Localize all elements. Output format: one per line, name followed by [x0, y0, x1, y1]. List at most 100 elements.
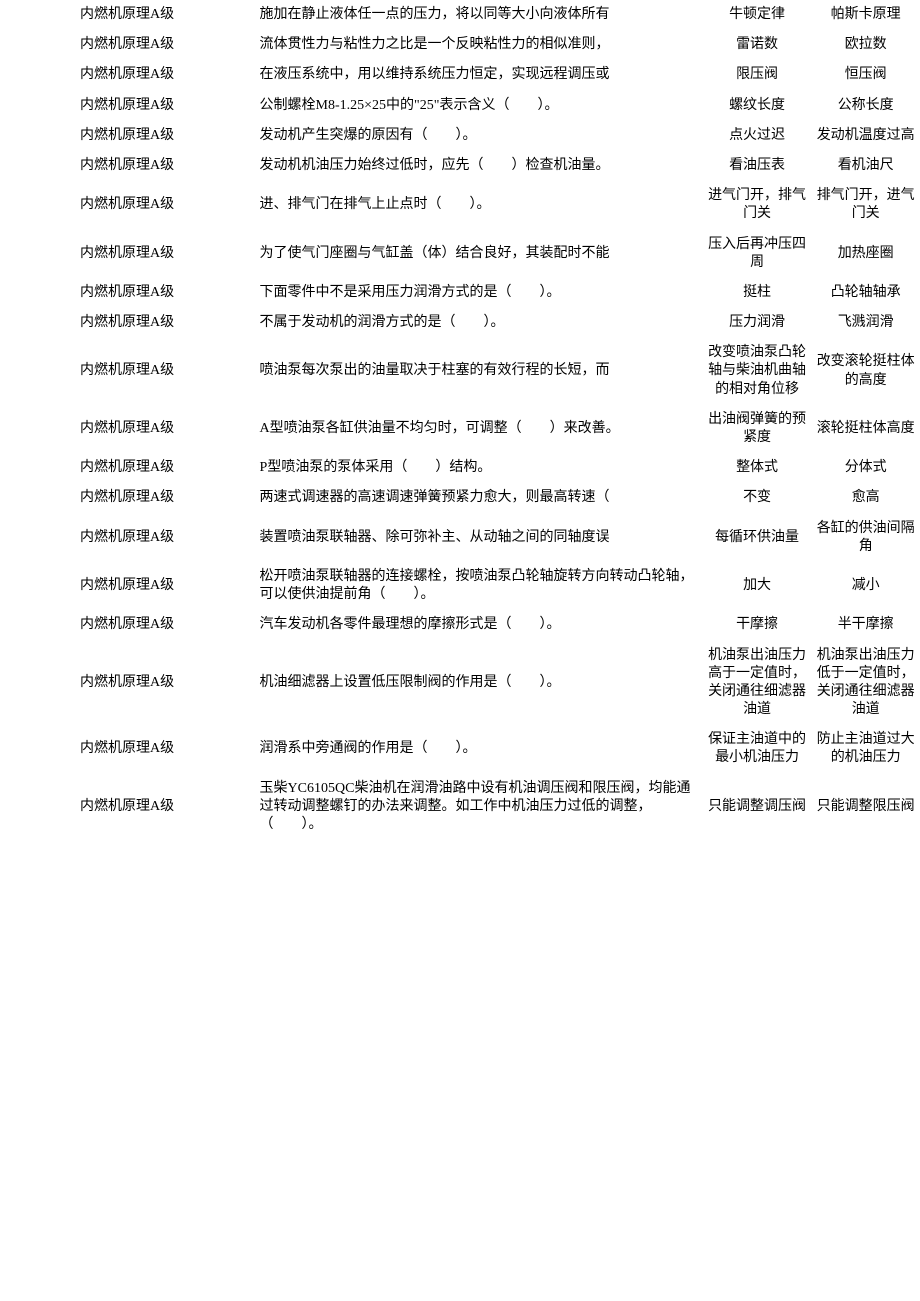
question-cell: A型喷油泵各缸供油量不均匀时，可调整（ ）来改善。: [256, 405, 703, 453]
option-b-cell: 帕斯卡原理: [811, 0, 920, 30]
table-row: 内燃机原理A级进、排气门在排气上止点时（ ）。进气门开，排气门关排气门开，进气门…: [0, 181, 920, 229]
option-a-cell: 压力润滑: [703, 308, 812, 338]
table-row: 内燃机原理A级机油细滤器上设置低压限制阀的作用是（ ）。机油泵出油压力高于一定值…: [0, 641, 920, 726]
option-b-cell: 加热座圈: [811, 230, 920, 278]
option-b-cell: 分体式: [811, 453, 920, 483]
table-row: 内燃机原理A级喷油泵每次泵出的油量取决于柱塞的有效行程的长短，而改变喷油泵凸轮轴…: [0, 338, 920, 405]
question-cell: 喷油泵每次泵出的油量取决于柱塞的有效行程的长短，而: [256, 338, 703, 405]
question-table: 内燃机原理A级施加在静止液体任一点的压力，将以同等大小向液体所有牛顿定律帕斯卡原…: [0, 0, 920, 840]
table-row: 内燃机原理A级装置喷油泵联轴器、除可弥补主、从动轴之间的同轴度误每循环供油量各缸…: [0, 514, 920, 562]
option-a-cell: 限压阀: [703, 60, 812, 90]
question-cell: P型喷油泵的泵体采用（ ）结构。: [256, 453, 703, 483]
option-b-cell: 减小: [811, 562, 920, 610]
table-row: 内燃机原理A级下面零件中不是采用压力润滑方式的是（ ）。挺柱凸轮轴轴承: [0, 278, 920, 308]
option-a-cell: 干摩擦: [703, 610, 812, 640]
option-b-cell: 防止主油道过大的机油压力: [811, 725, 920, 773]
option-b-cell: 发动机温度过高: [811, 121, 920, 151]
question-cell: 发动机产生突爆的原因有（ ）。: [256, 121, 703, 151]
option-b-cell: 看机油尺: [811, 151, 920, 181]
question-cell: 两速式调速器的高速调速弹簧预紧力愈大，则最高转速（: [256, 483, 703, 513]
option-a-cell: 点火过迟: [703, 121, 812, 151]
table-row: 内燃机原理A级为了使气门座圈与气缸盖（体）结合良好，其装配时不能压入后再冲压四周…: [0, 230, 920, 278]
category-cell: 内燃机原理A级: [0, 308, 256, 338]
option-a-cell: 整体式: [703, 453, 812, 483]
option-b-cell: 只能调整限压阀: [811, 774, 920, 841]
option-a-cell: 每循环供油量: [703, 514, 812, 562]
category-cell: 内燃机原理A级: [0, 610, 256, 640]
option-a-cell: 进气门开，排气门关: [703, 181, 812, 229]
option-b-cell: 愈高: [811, 483, 920, 513]
category-cell: 内燃机原理A级: [0, 405, 256, 453]
option-b-cell: 各缸的供油间隔角: [811, 514, 920, 562]
option-a-cell: 保证主油道中的最小机油压力: [703, 725, 812, 773]
question-cell: 施加在静止液体任一点的压力，将以同等大小向液体所有: [256, 0, 703, 30]
question-cell: 下面零件中不是采用压力润滑方式的是（ ）。: [256, 278, 703, 308]
option-b-cell: 滚轮挺柱体高度: [811, 405, 920, 453]
category-cell: 内燃机原理A级: [0, 91, 256, 121]
table-row: 内燃机原理A级汽车发动机各零件最理想的摩擦形式是（ ）。干摩擦半干摩擦: [0, 610, 920, 640]
option-a-cell: 只能调整调压阀: [703, 774, 812, 841]
question-cell: 机油细滤器上设置低压限制阀的作用是（ ）。: [256, 641, 703, 726]
option-a-cell: 出油阀弹簧的预紧度: [703, 405, 812, 453]
question-cell: 为了使气门座圈与气缸盖（体）结合良好，其装配时不能: [256, 230, 703, 278]
category-cell: 内燃机原理A级: [0, 514, 256, 562]
question-cell: 玉柴YC6105QC柴油机在润滑油路中设有机油调压阀和限压阀，均能通过转动调整螺…: [256, 774, 703, 841]
option-b-cell: 半干摩擦: [811, 610, 920, 640]
category-cell: 内燃机原理A级: [0, 725, 256, 773]
table-row: 内燃机原理A级流体贯性力与粘性力之比是一个反映粘性力的相似准则，雷诺数欧拉数: [0, 30, 920, 60]
option-a-cell: 压入后再冲压四周: [703, 230, 812, 278]
option-a-cell: 机油泵出油压力高于一定值时，关闭通往细滤器油道: [703, 641, 812, 726]
option-a-cell: 牛顿定律: [703, 0, 812, 30]
table-row: 内燃机原理A级松开喷油泵联轴器的连接螺栓，按喷油泵凸轮轴旋转方向转动凸轮轴，可以…: [0, 562, 920, 610]
option-a-cell: 挺柱: [703, 278, 812, 308]
table-body: 内燃机原理A级施加在静止液体任一点的压力，将以同等大小向液体所有牛顿定律帕斯卡原…: [0, 0, 920, 840]
category-cell: 内燃机原理A级: [0, 278, 256, 308]
table-row: 内燃机原理A级润滑系中旁通阀的作用是（ ）。保证主油道中的最小机油压力防止主油道…: [0, 725, 920, 773]
table-row: 内燃机原理A级发动机机油压力始终过低时，应先（ ）检查机油量。看油压表看机油尺: [0, 151, 920, 181]
question-cell: 不属于发动机的润滑方式的是（ ）。: [256, 308, 703, 338]
category-cell: 内燃机原理A级: [0, 0, 256, 30]
option-b-cell: 公称长度: [811, 91, 920, 121]
category-cell: 内燃机原理A级: [0, 121, 256, 151]
category-cell: 内燃机原理A级: [0, 483, 256, 513]
table-row: 内燃机原理A级A型喷油泵各缸供油量不均匀时，可调整（ ）来改善。出油阀弹簧的预紧…: [0, 405, 920, 453]
option-a-cell: 看油压表: [703, 151, 812, 181]
table-row: 内燃机原理A级施加在静止液体任一点的压力，将以同等大小向液体所有牛顿定律帕斯卡原…: [0, 0, 920, 30]
category-cell: 内燃机原理A级: [0, 562, 256, 610]
option-a-cell: 加大: [703, 562, 812, 610]
question-cell: 公制螺栓M8-1.25×25中的"25"表示含义（ ）。: [256, 91, 703, 121]
table-row: 内燃机原理A级不属于发动机的润滑方式的是（ ）。压力润滑飞溅润滑: [0, 308, 920, 338]
category-cell: 内燃机原理A级: [0, 60, 256, 90]
question-cell: 汽车发动机各零件最理想的摩擦形式是（ ）。: [256, 610, 703, 640]
table-row: 内燃机原理A级两速式调速器的高速调速弹簧预紧力愈大，则最高转速（不变愈高: [0, 483, 920, 513]
question-cell: 装置喷油泵联轴器、除可弥补主、从动轴之间的同轴度误: [256, 514, 703, 562]
category-cell: 内燃机原理A级: [0, 338, 256, 405]
option-b-cell: 飞溅润滑: [811, 308, 920, 338]
question-cell: 润滑系中旁通阀的作用是（ ）。: [256, 725, 703, 773]
option-b-cell: 机油泵出油压力低于一定值时，关闭通往细滤器油道: [811, 641, 920, 726]
question-cell: 松开喷油泵联轴器的连接螺栓，按喷油泵凸轮轴旋转方向转动凸轮轴，可以使供油提前角（…: [256, 562, 703, 610]
option-b-cell: 排气门开，进气门关: [811, 181, 920, 229]
question-cell: 发动机机油压力始终过低时，应先（ ）检查机油量。: [256, 151, 703, 181]
table-row: 内燃机原理A级发动机产生突爆的原因有（ ）。点火过迟发动机温度过高: [0, 121, 920, 151]
category-cell: 内燃机原理A级: [0, 230, 256, 278]
category-cell: 内燃机原理A级: [0, 30, 256, 60]
category-cell: 内燃机原理A级: [0, 453, 256, 483]
category-cell: 内燃机原理A级: [0, 774, 256, 841]
question-cell: 在液压系统中，用以维持系统压力恒定，实现远程调压或: [256, 60, 703, 90]
option-a-cell: 不变: [703, 483, 812, 513]
option-b-cell: 改变滚轮挺柱体的高度: [811, 338, 920, 405]
category-cell: 内燃机原理A级: [0, 151, 256, 181]
table-row: 内燃机原理A级公制螺栓M8-1.25×25中的"25"表示含义（ ）。螺纹长度公…: [0, 91, 920, 121]
option-b-cell: 恒压阀: [811, 60, 920, 90]
question-cell: 流体贯性力与粘性力之比是一个反映粘性力的相似准则，: [256, 30, 703, 60]
category-cell: 内燃机原理A级: [0, 641, 256, 726]
table-row: 内燃机原理A级玉柴YC6105QC柴油机在润滑油路中设有机油调压阀和限压阀，均能…: [0, 774, 920, 841]
option-b-cell: 凸轮轴轴承: [811, 278, 920, 308]
question-cell: 进、排气门在排气上止点时（ ）。: [256, 181, 703, 229]
option-a-cell: 雷诺数: [703, 30, 812, 60]
table-row: 内燃机原理A级在液压系统中，用以维持系统压力恒定，实现远程调压或限压阀恒压阀: [0, 60, 920, 90]
category-cell: 内燃机原理A级: [0, 181, 256, 229]
option-a-cell: 螺纹长度: [703, 91, 812, 121]
table-row: 内燃机原理A级P型喷油泵的泵体采用（ ）结构。整体式分体式: [0, 453, 920, 483]
